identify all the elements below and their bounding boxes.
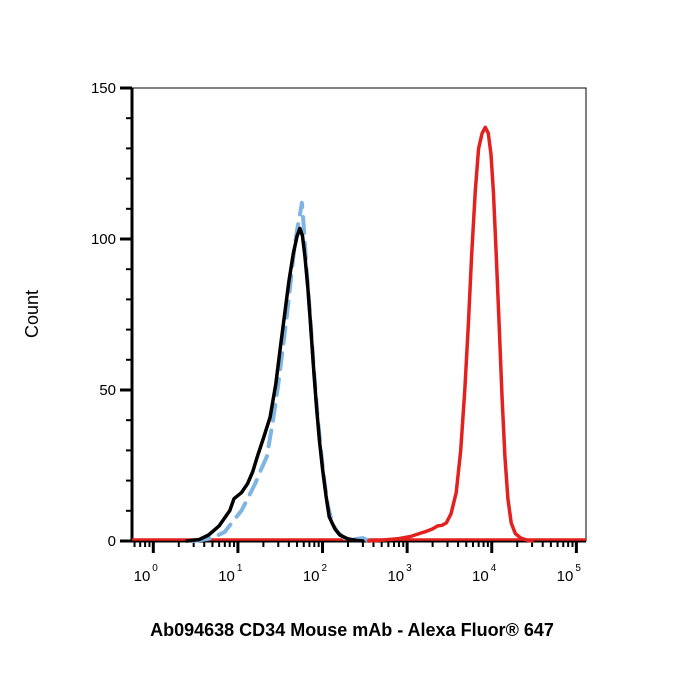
x-tick-base: 10 [303,568,320,585]
x-tick-label: 10 [387,568,404,585]
x-tick-label: 10 [303,568,320,585]
x-tick-exponent: 1 [237,563,243,574]
x-tick-base: 10 [557,568,574,585]
x-tick-label: 10 [134,568,151,585]
x-tick-base: 10 [218,568,235,585]
y-tick-label: 0 [108,533,116,550]
x-tick-label: 10 [218,568,235,585]
y-tick-label: 100 [91,231,116,248]
x-tick-base: 10 [387,568,404,585]
series-0-line [185,226,365,543]
x-axis-ticks: 10 0 10 1 10 2 10 3 10 4 10 5 [133,541,581,585]
series-2-line [366,125,534,543]
x-axis-title: Ab094638 CD34 Mouse mAb - Alexa Fluor® 6… [150,620,554,640]
x-tick-label: 10 [557,568,574,585]
x-tick-exponent: 5 [575,563,581,574]
y-axis-title: Count [22,290,42,338]
x-tick-exponent: 2 [322,563,328,574]
y-tick-label: 150 [91,80,116,97]
x-tick-exponent: 4 [491,563,497,574]
x-tick-base: 10 [134,568,151,585]
y-axis-ticks: 0 50 100 150 [91,80,132,550]
histogram-series [132,125,586,543]
x-tick-label: 10 [472,568,489,585]
x-tick-exponent: 0 [152,563,158,574]
x-tick-base: 10 [472,568,489,585]
x-tick-exponent: 3 [406,563,412,574]
y-tick-label: 50 [99,382,116,399]
